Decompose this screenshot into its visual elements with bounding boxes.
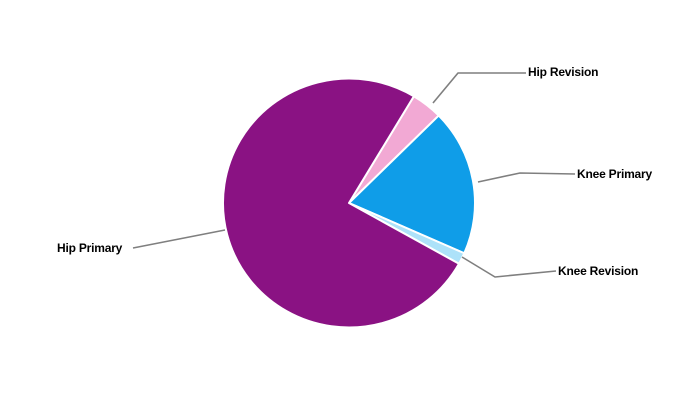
leader-line-hip-primary — [132, 229, 226, 249]
pie-slices — [222, 77, 476, 329]
slice-label-knee-revision: Knee Revision — [558, 264, 639, 278]
slice-label-hip-primary: Hip Primary — [57, 241, 123, 255]
leader-line-knee-primary — [477, 172, 576, 183]
slice-label-hip-revision: Hip Revision — [528, 65, 599, 79]
leader-lines — [132, 72, 576, 278]
pie-slice-hip-primary — [222, 77, 460, 329]
slice-label-knee-primary: Knee Primary — [577, 167, 652, 181]
pie-slice-knee-primary — [348, 114, 476, 255]
leader-line-hip-revision — [432, 72, 526, 104]
leader-line-knee-revision — [461, 256, 557, 278]
